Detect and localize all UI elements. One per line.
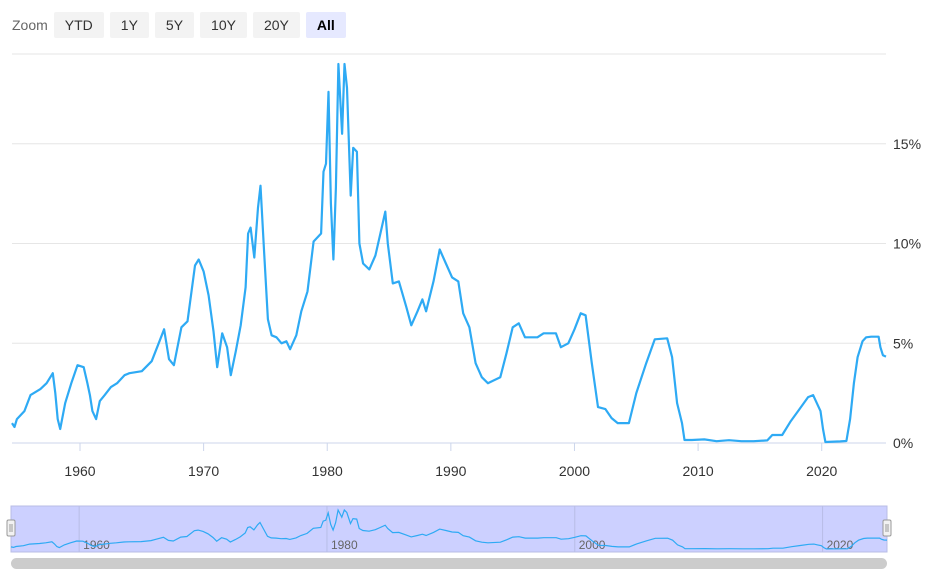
zoom-button-20y[interactable]: 20Y xyxy=(252,12,300,38)
scrollbar[interactable] xyxy=(11,558,887,569)
navigator-tick-label: 1960 xyxy=(83,538,110,552)
navigator-left-handle[interactable] xyxy=(6,519,16,537)
x-tick-label: 1960 xyxy=(64,463,95,479)
y-tick-label: 5% xyxy=(893,335,913,351)
handle-body[interactable] xyxy=(6,519,16,537)
y-tick-label: 15% xyxy=(893,136,921,152)
y-tick-label: 0% xyxy=(893,435,913,451)
series-line xyxy=(11,62,887,444)
x-tick-label: 2000 xyxy=(559,463,590,479)
zoom-button-5y[interactable]: 5Y xyxy=(154,12,195,38)
zoom-button-1y[interactable]: 1Y xyxy=(109,12,149,38)
x-tick-label: 1970 xyxy=(188,463,219,479)
series-group xyxy=(11,62,887,444)
grid-lines xyxy=(12,53,886,444)
zoom-label: Zoom xyxy=(12,17,48,33)
x-tick-label: 1990 xyxy=(435,463,466,479)
x-axis: 1960 1970 1980 1990 2000 2010 2020 xyxy=(64,443,837,479)
zoom-button-10y[interactable]: 10Y xyxy=(200,12,247,38)
navigator-tick-label: 2000 xyxy=(579,538,606,552)
navigator[interactable]: 1960 1980 2000 2020 xyxy=(6,505,892,569)
navigator-mask[interactable] xyxy=(10,505,888,553)
y-axis: 0% 5% 10% 15% xyxy=(893,136,921,451)
x-tick-label: 2020 xyxy=(806,463,837,479)
x-tick-label: 1980 xyxy=(312,463,343,479)
handle-body[interactable] xyxy=(882,519,892,537)
navigator-right-handle[interactable] xyxy=(882,519,892,537)
navigator-tick-label: 1980 xyxy=(331,538,358,552)
zoom-button-ytd[interactable]: YTD xyxy=(53,12,104,38)
zoom-button-all[interactable]: All xyxy=(305,12,346,38)
y-tick-label: 10% xyxy=(893,236,921,252)
navigator-series-line xyxy=(10,508,888,550)
x-tick-label: 2010 xyxy=(683,463,714,479)
zoom-bar: Zoom YTD 1Y 5Y 10Y 20Y All xyxy=(0,12,352,38)
navigator-tick-label: 2020 xyxy=(827,538,854,552)
